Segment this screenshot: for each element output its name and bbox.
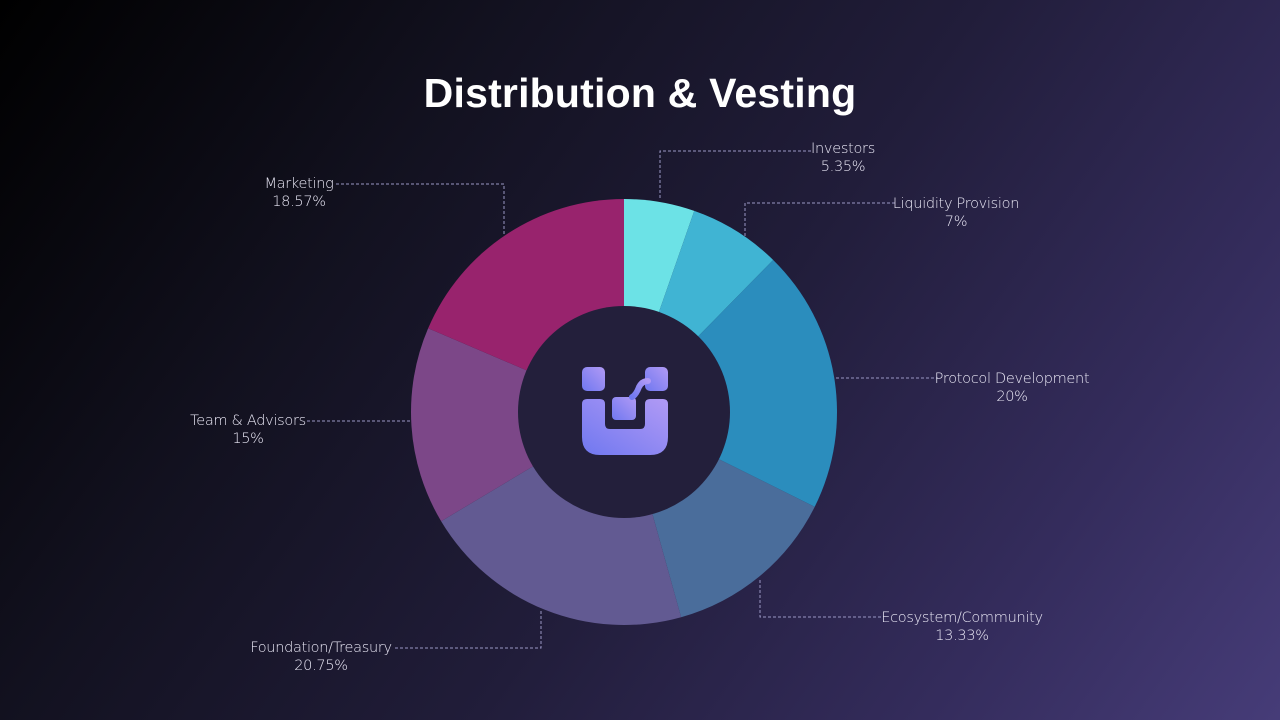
callout-name: Ecosystem/Community — [881, 610, 1043, 626]
callout-label: Foundation/Treasury 20.75% — [250, 639, 392, 675]
callout-label: Marketing 18.57% — [264, 175, 333, 211]
leader-line — [744, 202, 896, 256]
slice-team-advisors — [411, 328, 624, 522]
callout-label: Liquidity Provision 7% — [892, 195, 1020, 231]
callout-name: Foundation/Treasury — [250, 640, 392, 656]
callout-percent: 5.35% — [820, 159, 866, 175]
callout-name: Team & Advisors — [190, 413, 306, 429]
callout-name: Liquidity Provision — [892, 196, 1020, 212]
brand-logo-icon — [582, 367, 668, 455]
callout-percent: 13.33% — [935, 628, 989, 644]
callout-percent: 20% — [996, 389, 1028, 405]
leader-line — [759, 580, 882, 618]
callout-label: Ecosystem/Community 13.33% — [881, 609, 1043, 645]
page-title: Distribution & Vesting — [423, 70, 857, 116]
callout-name: Protocol Development — [934, 371, 1090, 387]
callout-label: Team & Advisors 15% — [190, 412, 306, 448]
leader-line — [394, 611, 542, 649]
callout-percent: 7% — [944, 214, 968, 230]
callout-name: Marketing — [264, 176, 334, 192]
callout-percent: 20.75% — [294, 658, 348, 674]
callout-percent: 15% — [232, 431, 264, 447]
leader-line — [659, 150, 812, 198]
callout-percent: 18.57% — [272, 194, 326, 210]
slice-protocol-development — [624, 259, 838, 507]
callout-name: Investors — [811, 141, 875, 157]
callout-label: Investors 5.35% — [811, 140, 875, 176]
leader-line — [335, 183, 505, 234]
callout-label: Protocol Development 20% — [935, 370, 1090, 406]
